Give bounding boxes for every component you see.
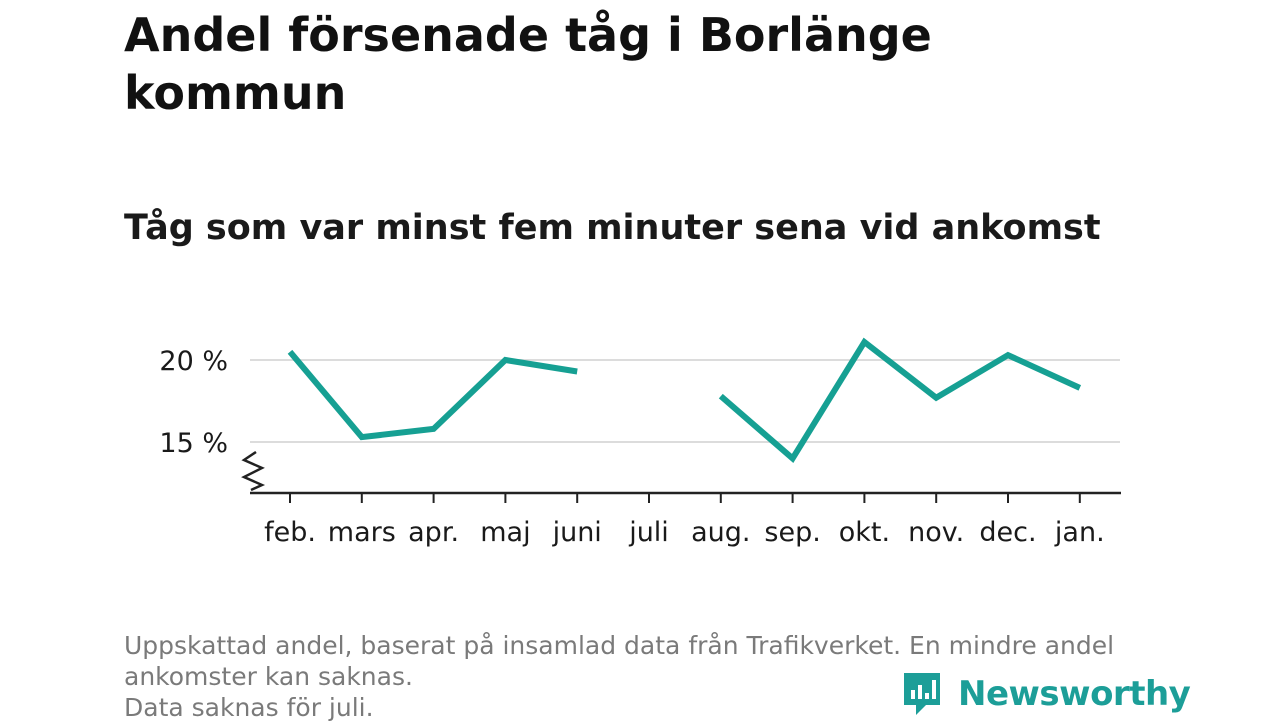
x-tick-label: nov. bbox=[908, 517, 964, 548]
chart-subtitle: Tåg som var minst fem minuter sena vid a… bbox=[124, 208, 1101, 248]
y-tick-label: 20 % bbox=[159, 346, 228, 377]
gridlines bbox=[250, 359, 1120, 443]
x-tick-label: okt. bbox=[839, 517, 890, 548]
x-tick-label: juli bbox=[628, 517, 669, 548]
x-tick-label: juni bbox=[552, 517, 602, 548]
footnote-line: Data saknas för juli. bbox=[124, 693, 374, 722]
x-tick-label: feb. bbox=[264, 517, 316, 548]
x-axis-ticks: feb. mars apr. maj juni juli aug. sep. okt. nov. d… bbox=[264, 493, 1105, 548]
x-tick-label: sep. bbox=[764, 517, 820, 548]
x-tick-label: maj bbox=[480, 517, 530, 548]
line-chart: 15 % 20 % feb. mars apr. maj juni juli aug. sep.… bbox=[159, 337, 1121, 548]
x-tick-label: jan. bbox=[1054, 517, 1105, 548]
axis-break-zigzag bbox=[241, 450, 266, 492]
footnote-line: Uppskattad andel, baserat på insamlad da… bbox=[124, 631, 1115, 660]
series-line bbox=[718, 337, 1082, 463]
newsworthy-logo: Newsworthy bbox=[902, 670, 1191, 718]
chart-title: Andel försenade tåg i Borlänge kommun bbox=[124, 8, 932, 120]
x-tick-label: mars bbox=[328, 517, 396, 548]
y-tick-label: 15 % bbox=[159, 428, 228, 459]
brand-name: Newsworthy bbox=[958, 674, 1191, 714]
y-axis-labels: 15 % 20 % bbox=[159, 346, 228, 459]
series-lines bbox=[287, 337, 1082, 463]
footnote-line: ankomster kan saknas. bbox=[124, 662, 413, 691]
footnote: Uppskattad andel, baserat på insamlad da… bbox=[124, 630, 1164, 723]
newsworthy-logo-icon bbox=[904, 673, 940, 715]
x-tick-label: dec. bbox=[979, 517, 1036, 548]
series-line bbox=[287, 349, 578, 441]
x-tick-label: apr. bbox=[408, 517, 459, 548]
x-tick-label: aug. bbox=[691, 517, 750, 548]
axis-break-icon bbox=[241, 450, 266, 492]
